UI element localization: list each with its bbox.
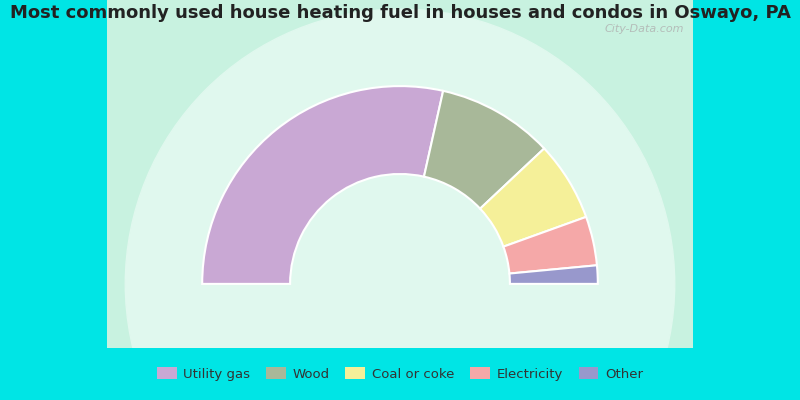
Text: Most commonly used house heating fuel in houses and condos in Oswayo, PA: Most commonly used house heating fuel in…: [10, 4, 790, 22]
Wedge shape: [480, 148, 586, 247]
Wedge shape: [202, 86, 443, 284]
Wedge shape: [424, 91, 544, 209]
Text: City-Data.com: City-Data.com: [604, 24, 684, 34]
Wedge shape: [510, 265, 598, 284]
Legend: Utility gas, Wood, Coal or coke, Electricity, Other: Utility gas, Wood, Coal or coke, Electri…: [153, 363, 647, 385]
Circle shape: [126, 9, 674, 400]
Wedge shape: [503, 217, 597, 274]
